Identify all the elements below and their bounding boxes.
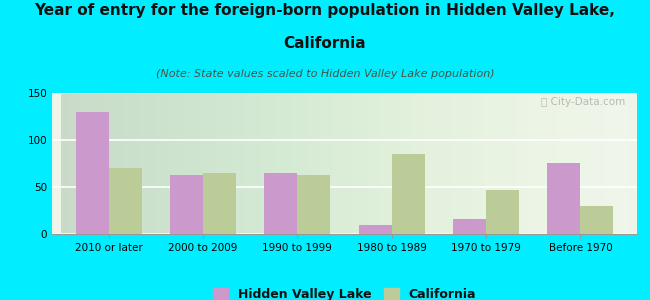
Bar — [75, 112, 109, 234]
Bar — [359, 225, 392, 234]
Bar — [486, 190, 519, 234]
Bar — [109, 168, 142, 234]
Bar — [265, 173, 297, 234]
Text: Year of entry for the foreign-born population in Hidden Valley Lake,: Year of entry for the foreign-born popul… — [34, 3, 616, 18]
Bar — [580, 206, 614, 234]
Bar — [170, 175, 203, 234]
Bar — [297, 175, 330, 234]
Bar — [547, 163, 580, 234]
Bar — [203, 173, 236, 234]
Legend: Hidden Valley Lake, California: Hidden Valley Lake, California — [208, 283, 481, 300]
Text: California: California — [283, 36, 367, 51]
Text: (Note: State values scaled to Hidden Valley Lake population): (Note: State values scaled to Hidden Val… — [156, 69, 494, 79]
Text: ⓘ City-Data.com: ⓘ City-Data.com — [541, 97, 625, 107]
Bar — [453, 219, 486, 234]
Bar — [392, 154, 424, 234]
